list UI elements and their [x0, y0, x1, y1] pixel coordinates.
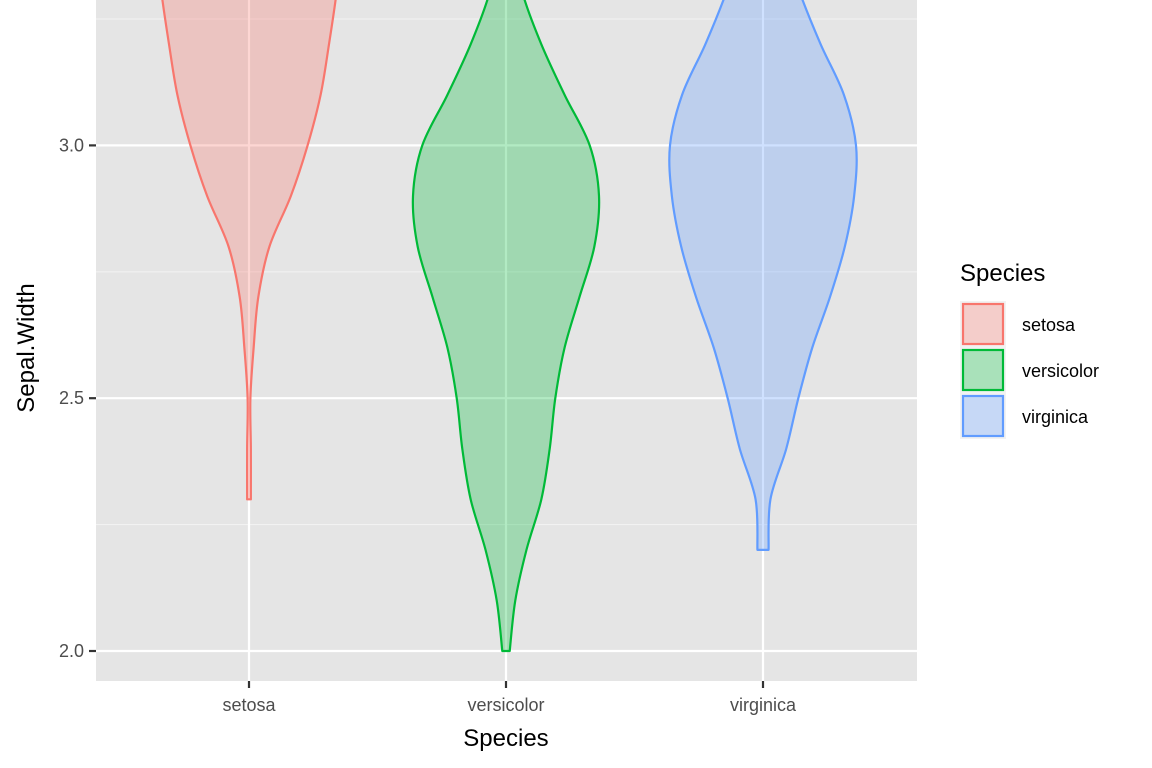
x-axis: setosa versicolor virginica — [222, 681, 797, 715]
legend-item-virginica: virginica — [960, 393, 1089, 439]
legend-key-bg — [960, 347, 1006, 393]
legend-title: Species — [960, 260, 1045, 287]
legend-item-setosa: setosa — [960, 301, 1076, 347]
y-tick-label: 2.0 — [59, 641, 84, 661]
x-tick-label: versicolor — [467, 695, 544, 715]
legend-key-bg — [960, 301, 1006, 347]
legend-key-bg — [960, 393, 1006, 439]
y-tick-label: 2.5 — [59, 388, 84, 408]
legend-label: setosa — [1022, 315, 1076, 335]
violin-versicolor — [411, 0, 601, 653]
violin-setosa — [161, 0, 337, 501]
legend: Species setosa versicolor virginica — [960, 260, 1099, 439]
legend-key-versicolor — [961, 348, 1005, 392]
y-axis-title: Sepal.Width — [13, 283, 40, 412]
x-axis-title: Species — [463, 725, 548, 752]
y-axis: 2.02.53.03.54.04.5 — [59, 135, 96, 661]
legend-label: virginica — [1022, 407, 1089, 427]
legend-label: versicolor — [1022, 361, 1099, 381]
legend-item-versicolor: versicolor — [960, 347, 1099, 393]
violin-virginica — [668, 0, 858, 551]
x-tick-label: virginica — [730, 695, 797, 715]
violins — [161, 0, 858, 653]
x-tick-label: setosa — [222, 695, 276, 715]
legend-key-setosa — [961, 302, 1005, 346]
y-tick-label: 3.0 — [59, 135, 84, 155]
legend-key-virginica — [961, 394, 1005, 438]
